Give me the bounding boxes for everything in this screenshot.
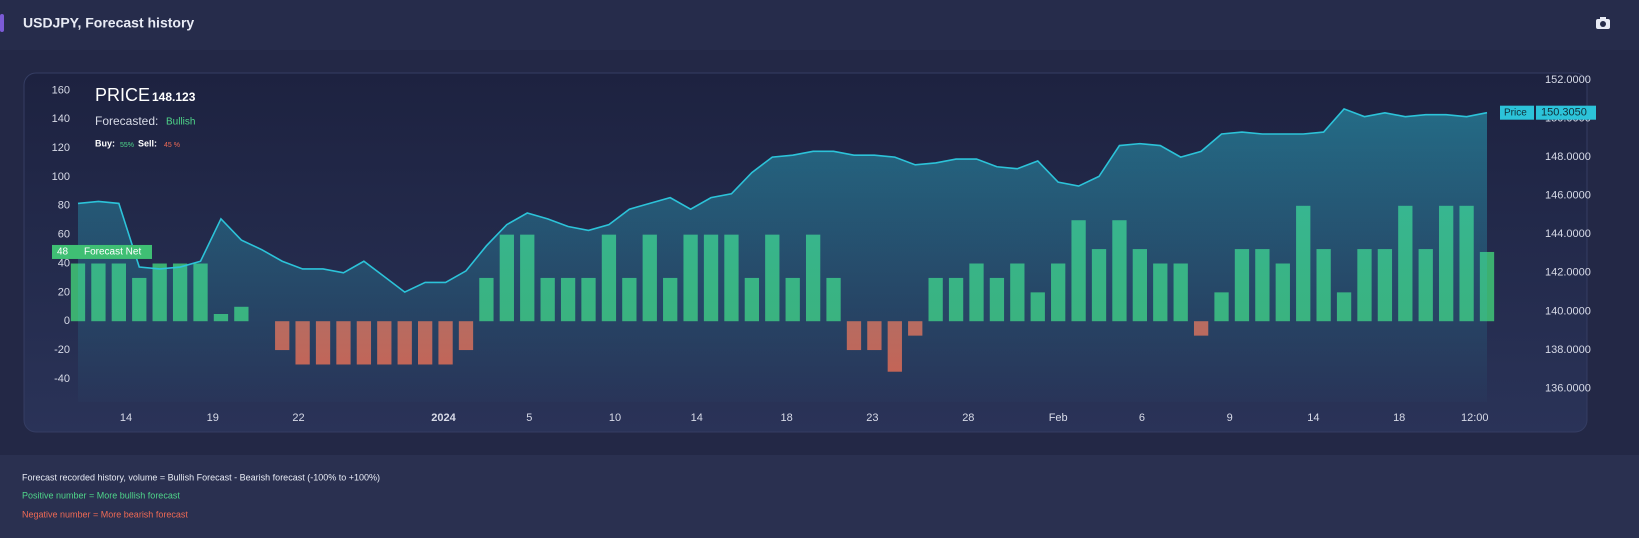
forecast-tag-bg [52, 244, 152, 259]
sell-value: 45 % [164, 142, 180, 149]
y2-tick-label: 144.0000 [1545, 228, 1591, 240]
price-tag-value: 150.3050 [1541, 107, 1587, 119]
buy-label: Buy: [95, 138, 115, 148]
y-tick-label: 20 [58, 286, 70, 298]
y-tick-label: 0 [64, 315, 70, 327]
footer-area [0, 455, 1639, 538]
x-tick-label: 18 [780, 412, 792, 424]
forecasted-label: Forecasted: [95, 114, 158, 128]
y-tick-label: 80 [58, 200, 70, 212]
y2-tick-label: 140.0000 [1545, 305, 1591, 317]
y2-tick-label: 146.0000 [1545, 190, 1591, 202]
y2-tick-label: 148.0000 [1545, 151, 1591, 163]
x-tick-label: 14 [691, 412, 703, 424]
x-tick-label: 6 [1139, 412, 1145, 424]
sell-label: Sell: [138, 138, 157, 148]
price-tag-name: Price [1504, 107, 1527, 118]
x-tick-label: 12:00 [1461, 412, 1489, 424]
y2-tick-label: 138.0000 [1545, 344, 1591, 356]
x-tick-label: 19 [207, 412, 219, 424]
price-line [77, 107, 1488, 294]
forecasted-value: Bullish [166, 117, 195, 128]
y2-tick-label: 142.0000 [1545, 267, 1591, 279]
x-tick-label: 14 [1307, 412, 1319, 424]
x-tick-label: Feb [1049, 412, 1068, 424]
chart: -40 -20 0 20 40 60 80 100 120 140 160 136.0000 138.0… [52, 74, 1596, 424]
x-tick-label: 22 [292, 412, 304, 424]
forecast-tag-name: Forecast Net [84, 247, 141, 258]
x-tick-label: 10 [609, 412, 621, 424]
x-tick-label: 28 [962, 412, 974, 424]
forecast-tag-value: 48 [57, 247, 69, 258]
x-tick-label: 18 [1393, 412, 1405, 424]
price-value: 148.123 [152, 90, 196, 104]
y-tick-label: 60 [58, 229, 70, 241]
x-tick-label: 14 [120, 412, 132, 424]
y-tick-label: -20 [54, 344, 70, 356]
footer-line: Positive number = More bullish forecast [22, 490, 180, 500]
header-bar [0, 0, 1639, 50]
y-tick-label: 160 [52, 84, 70, 96]
price-label: PRICE [95, 85, 150, 105]
buy-value: 55% [120, 142, 134, 149]
y-tick-label: 120 [52, 142, 70, 154]
y2-tick-label: 152.0000 [1545, 74, 1591, 86]
x-tick-label: 2024 [431, 412, 456, 424]
price-tag-bg [1536, 105, 1596, 120]
x-tick-label: 5 [526, 412, 532, 424]
y-tick-label: 100 [52, 171, 70, 183]
header-accent [0, 14, 4, 32]
footer-line: Forecast recorded history, volume = Bull… [22, 472, 380, 482]
price-area [78, 108, 1487, 403]
y-tick-label: -40 [54, 373, 70, 385]
y-tick-label: 140 [52, 113, 70, 125]
header-title: USDJPY, Forecast history [23, 15, 194, 31]
y-tick-label: 40 [58, 257, 70, 269]
price-tag-name-bg [1500, 105, 1534, 120]
camera-icon[interactable] [1596, 17, 1610, 29]
footer-line: Negative number = More bearish forecast [22, 509, 188, 519]
x-tick-label: 23 [866, 412, 878, 424]
y2-tick-label: 136.0000 [1545, 382, 1591, 394]
x-tick-label: 9 [1227, 412, 1233, 424]
